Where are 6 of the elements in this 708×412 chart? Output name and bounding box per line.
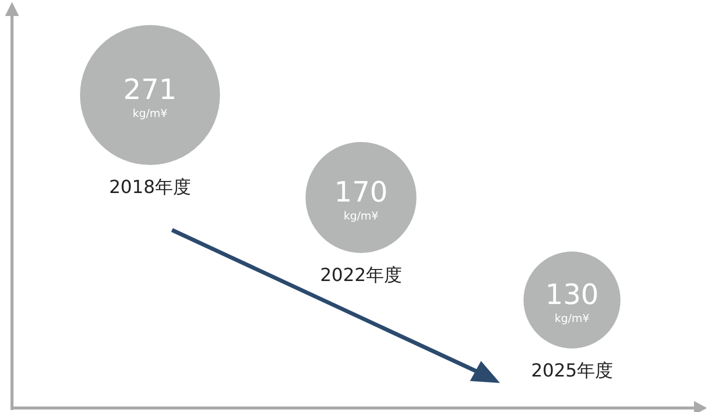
data-label: 170 kg/m¥ bbox=[334, 176, 388, 222]
category-label: 2022年度 bbox=[320, 264, 402, 286]
category-label: 2025年度 bbox=[531, 360, 613, 382]
data-label: 271 kg/m¥ bbox=[123, 73, 177, 120]
category-label: 2018年度 bbox=[109, 177, 191, 198]
data-label: 130 kg/m¥ bbox=[545, 278, 599, 325]
